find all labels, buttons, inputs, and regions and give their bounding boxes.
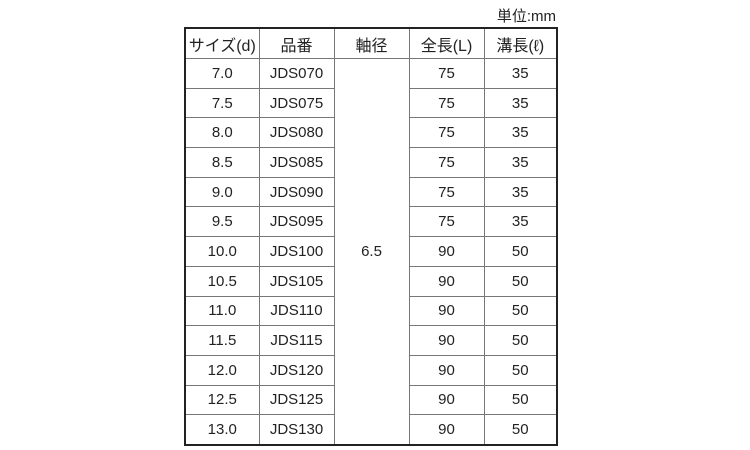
table-row: 12.5 JDS125 90 50 <box>184 384 558 416</box>
size-cell: 7.0 <box>184 58 260 89</box>
groove-length-cell: 35 <box>483 117 558 149</box>
size-cell: 11.0 <box>184 295 260 327</box>
part-number-cell: JDS070 <box>258 58 335 89</box>
groove-length-cell: 35 <box>483 87 558 119</box>
groove-length-cell: 50 <box>483 295 558 327</box>
size-cell: 12.5 <box>184 384 260 416</box>
header-size: サイズ(d) <box>184 27 260 59</box>
total-length-cell: 90 <box>408 384 485 416</box>
total-length-cell: 90 <box>408 236 485 267</box>
total-length-cell: 75 <box>408 87 485 119</box>
table-row: 7.5 JDS075 75 35 <box>184 87 558 119</box>
total-length-cell: 75 <box>408 176 485 208</box>
table-row: 9.0 JDS090 75 35 <box>184 176 558 208</box>
size-cell: 13.0 <box>184 414 260 446</box>
part-number-cell: JDS125 <box>258 384 335 416</box>
size-cell: 10.5 <box>184 265 260 297</box>
total-length-cell: 90 <box>408 414 485 446</box>
part-number-cell: JDS120 <box>258 354 335 386</box>
table-row: 8.0 JDS080 75 35 <box>184 117 558 149</box>
size-cell: 10.0 <box>184 236 260 267</box>
part-number-cell: JDS085 <box>258 147 335 178</box>
total-length-cell: 90 <box>408 295 485 327</box>
table-row: 11.0 JDS110 90 50 <box>184 295 558 327</box>
size-cell: 7.5 <box>184 87 260 119</box>
part-number-cell: JDS080 <box>258 117 335 149</box>
total-length-cell: 75 <box>408 58 485 89</box>
total-length-cell: 90 <box>408 265 485 297</box>
table-row: 10.0 JDS100 90 50 <box>184 236 558 267</box>
total-length-cell: 90 <box>408 325 485 356</box>
total-length-cell: 75 <box>408 117 485 149</box>
groove-length-cell: 35 <box>483 147 558 178</box>
groove-length-cell: 50 <box>483 354 558 386</box>
unit-label: 単位:mm <box>496 8 556 25</box>
groove-length-cell: 50 <box>483 325 558 356</box>
groove-length-cell: 35 <box>483 58 558 89</box>
header-total-length: 全長(L) <box>408 27 485 59</box>
header-row: サイズ(d) 品番 軸径 全長(L) 溝長(ℓ) <box>184 27 558 59</box>
header-part-number: 品番 <box>258 27 335 59</box>
size-cell: 9.0 <box>184 176 260 208</box>
header-shaft-diameter: 軸径 <box>333 27 410 59</box>
table-row: 7.0 JDS070 6.5 75 35 <box>184 57 558 446</box>
size-cell: 12.0 <box>184 354 260 386</box>
part-number-cell: JDS095 <box>258 206 335 238</box>
header-groove-length: 溝長(ℓ) <box>483 27 558 59</box>
groove-length-cell: 50 <box>483 414 558 446</box>
part-number-cell: JDS090 <box>258 176 335 208</box>
groove-length-cell: 35 <box>483 176 558 208</box>
groove-length-cell: 50 <box>483 265 558 297</box>
total-length-cell: 90 <box>408 354 485 386</box>
total-length-cell: 75 <box>408 147 485 178</box>
size-cell: 8.5 <box>184 147 260 178</box>
size-cell: 8.0 <box>184 117 260 149</box>
part-number-cell: JDS130 <box>258 414 335 446</box>
part-number-cell: JDS100 <box>258 236 335 267</box>
table-row: 8.5 JDS085 75 35 <box>184 147 558 178</box>
total-length-cell: 75 <box>408 206 485 238</box>
table-row: 9.5 JDS095 75 35 <box>184 206 558 238</box>
shaft-diameter-cell: 6.5 <box>333 57 410 446</box>
groove-length-cell: 50 <box>483 236 558 267</box>
size-cell: 9.5 <box>184 206 260 238</box>
part-number-cell: JDS075 <box>258 87 335 119</box>
part-number-cell: JDS105 <box>258 265 335 297</box>
table-row: 10.5 JDS105 90 50 <box>184 265 558 297</box>
spec-table: サイズ(d) 品番 軸径 全長(L) 溝長(ℓ) 7.0 JDS070 6.5 75 3… <box>184 27 558 446</box>
table-row: 13.0 JDS130 90 50 <box>184 414 558 446</box>
part-number-cell: JDS115 <box>258 325 335 356</box>
groove-length-cell: 50 <box>483 384 558 416</box>
size-cell: 11.5 <box>184 325 260 356</box>
groove-length-cell: 35 <box>483 206 558 238</box>
part-number-cell: JDS110 <box>258 295 335 327</box>
